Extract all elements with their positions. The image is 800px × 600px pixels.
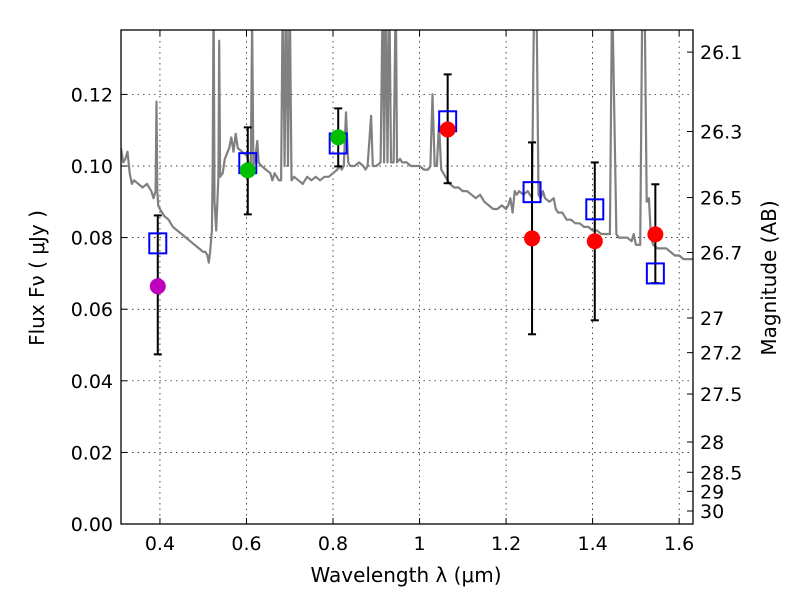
x-tick-label: 0.8	[318, 533, 348, 555]
right-tick-label: 30	[700, 501, 724, 523]
right-tick-label: 27.5	[700, 384, 742, 406]
y-tick-label: 0.08	[71, 228, 113, 250]
spectrum-line	[121, 30, 693, 264]
x-tick-label: 0.4	[145, 533, 175, 555]
model-square-marker	[522, 181, 542, 204]
x-axis-label: Wavelength λ (μm)	[310, 563, 501, 587]
observed-point	[149, 278, 166, 295]
observed-point	[239, 162, 256, 179]
x-tick-label: 0.6	[231, 533, 261, 555]
right-tick-label: 28	[700, 432, 724, 454]
y-tick-label: 0.04	[71, 371, 113, 393]
y-axis-label: Flux Fν ( μJy )	[25, 210, 49, 346]
right-tick-label: 28.5	[700, 462, 742, 484]
x-tick-label: 1.2	[491, 533, 521, 555]
y-axis-right-label: Magnitude (AB)	[757, 200, 781, 355]
observed-point	[439, 121, 456, 138]
observed-point	[586, 233, 603, 250]
grid	[121, 30, 693, 524]
x-tick-label: 1.6	[664, 533, 694, 555]
observed-point	[330, 129, 347, 146]
plot-frame	[120, 29, 694, 525]
right-tick-label: 27	[700, 308, 724, 330]
observed-point	[647, 226, 664, 243]
right-tick-label: 27.2	[700, 343, 742, 365]
spectrum-layer	[121, 30, 693, 264]
x-tick-label: 1	[414, 533, 426, 555]
y-tick-label: 0.02	[71, 442, 113, 464]
right-tick-label: 26.1	[700, 42, 742, 64]
right-tick-label: 26.7	[700, 242, 742, 264]
model-square-marker	[148, 232, 168, 255]
right-tick-label: 29	[700, 481, 724, 503]
right-tick-label: 26.3	[700, 121, 742, 143]
ticks: 0.4 0.6 0.8 1 1.2 1.4 1.6 0.00 0.02 0.04 0.06 0.08 0…	[71, 30, 742, 555]
y-tick-label: 0.06	[71, 299, 113, 321]
model-square-marker	[645, 262, 665, 285]
x-tick-label: 1.4	[578, 533, 608, 555]
observed-point	[524, 230, 541, 247]
right-tick-label: 26.5	[700, 188, 742, 210]
y-tick-label: 0.00	[71, 514, 113, 536]
y-tick-label: 0.12	[71, 84, 113, 106]
marks-layer	[148, 73, 665, 356]
model-square-marker	[585, 198, 605, 221]
y-tick-label: 0.10	[71, 156, 113, 178]
